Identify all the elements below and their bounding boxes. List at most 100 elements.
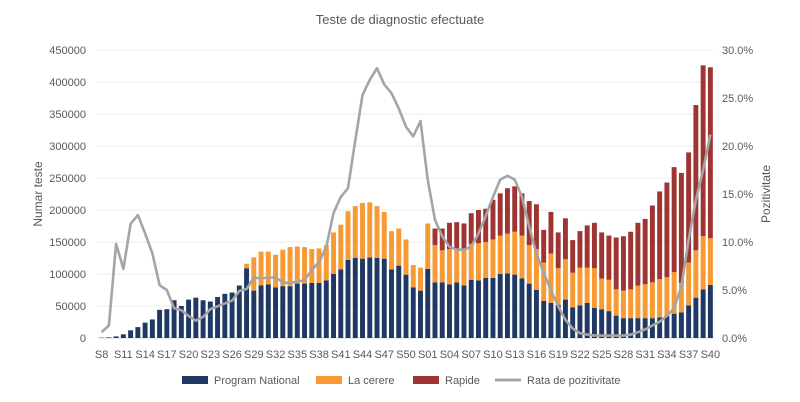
bar-program-national xyxy=(490,277,496,338)
bar-program-national xyxy=(519,278,525,338)
bar-la-cerere xyxy=(454,249,460,283)
bar-la-cerere xyxy=(367,202,373,258)
bar-program-national xyxy=(251,290,257,338)
bar-rapide xyxy=(555,232,561,269)
bar-program-national xyxy=(606,311,612,338)
positivity-rate-line xyxy=(100,66,712,337)
bar-program-national xyxy=(461,285,467,338)
bar-program-national xyxy=(120,334,126,338)
legend-swatch xyxy=(316,376,342,384)
bar-program-national xyxy=(367,257,373,338)
bar-la-cerere xyxy=(410,265,416,288)
bar-la-cerere xyxy=(352,206,358,258)
bar-la-cerere xyxy=(287,247,293,287)
bar-la-cerere xyxy=(331,232,336,274)
bar-la-cerere xyxy=(642,284,648,319)
x-tick-label: S34 xyxy=(657,349,677,361)
bar-la-cerere xyxy=(562,259,568,300)
bar-program-national xyxy=(128,330,134,338)
y-tick-label: 100000 xyxy=(49,269,86,281)
bar-rapide xyxy=(454,222,460,250)
bar-program-national xyxy=(686,305,692,338)
x-tick-label: S26 xyxy=(222,349,242,361)
x-tick-label: S10 xyxy=(483,349,503,361)
bar-rapide xyxy=(439,228,445,251)
bar-rapide xyxy=(620,236,626,291)
x-tick-label: S13 xyxy=(505,349,525,361)
bar-program-national xyxy=(635,318,641,338)
bar-rapide xyxy=(693,105,699,251)
x-tick-label: S32 xyxy=(266,349,286,361)
bar-la-cerere xyxy=(533,249,539,290)
bar-program-national xyxy=(483,277,489,338)
bar-program-national xyxy=(178,306,184,338)
chart-title: Teste de diagnostic efectuate xyxy=(316,12,484,27)
bar-la-cerere xyxy=(635,285,641,319)
bar-program-national xyxy=(504,273,510,338)
bar-rapide xyxy=(504,188,510,234)
bar-rapide xyxy=(512,186,518,232)
bar-rapide xyxy=(577,231,583,268)
bar-program-national xyxy=(432,282,438,338)
bar-rapide xyxy=(671,167,677,273)
bar-program-national xyxy=(323,280,329,338)
bar-rapide xyxy=(483,208,489,242)
x-tick-label: S38 xyxy=(309,349,329,361)
bar-la-cerere xyxy=(338,224,344,270)
bar-la-cerere xyxy=(251,257,257,291)
bar-program-national xyxy=(222,293,228,338)
bar-rapide xyxy=(606,235,612,280)
bar-rapide xyxy=(700,65,706,237)
legend-label: Rata de pozitivitate xyxy=(527,375,621,387)
bar-rapide xyxy=(497,193,503,236)
bar-program-national xyxy=(193,297,199,338)
bar-program-national xyxy=(664,315,670,338)
bar-rapide xyxy=(642,218,648,285)
bar-rapide xyxy=(468,213,474,244)
x-tick-label: S22 xyxy=(570,349,590,361)
bar-program-national xyxy=(338,269,344,338)
y-tick-label: 400000 xyxy=(49,77,86,89)
bar-la-cerere xyxy=(381,211,387,259)
bar-la-cerere xyxy=(628,289,634,319)
bar-program-national xyxy=(352,258,358,338)
bar-program-national xyxy=(258,285,264,338)
x-tick-label: S29 xyxy=(244,349,264,361)
bar-program-national xyxy=(599,309,605,338)
bar-rapide xyxy=(570,240,576,273)
y-tick-label: 250000 xyxy=(49,173,86,185)
x-tick-label: S31 xyxy=(635,349,655,361)
y2-tick-label: 10.0% xyxy=(722,237,753,249)
bar-program-national xyxy=(591,307,597,338)
bar-rapide xyxy=(432,228,438,246)
bar-program-national xyxy=(548,302,554,338)
bar-program-national xyxy=(229,292,235,338)
bar-program-national xyxy=(657,317,663,338)
x-tick-label: S41 xyxy=(331,349,351,361)
bar-la-cerere xyxy=(447,249,452,285)
bar-la-cerere xyxy=(678,282,684,313)
bar-la-cerere xyxy=(360,202,365,259)
bar-program-national xyxy=(512,274,518,338)
bar-program-national xyxy=(171,300,177,338)
bar-la-cerere xyxy=(418,267,423,291)
bar-la-cerere xyxy=(700,236,706,290)
bar-program-national xyxy=(620,318,626,338)
x-tick-label: S01 xyxy=(418,349,438,361)
bar-program-national xyxy=(541,300,547,338)
bar-rapide xyxy=(613,237,619,290)
bar-program-national xyxy=(454,282,460,338)
bar-program-national xyxy=(236,285,242,338)
bar-program-national xyxy=(142,322,148,338)
bar-la-cerere xyxy=(541,262,547,301)
bar-program-national xyxy=(700,289,706,338)
bar-program-national xyxy=(497,274,503,338)
bar-la-cerere xyxy=(389,231,394,270)
x-tick-label: S40 xyxy=(701,349,721,361)
bar-la-cerere xyxy=(599,278,605,310)
bar-program-national xyxy=(468,279,474,338)
bar-program-national xyxy=(280,286,286,338)
x-tick-label: S16 xyxy=(527,349,547,361)
x-tick-label: S25 xyxy=(592,349,612,361)
